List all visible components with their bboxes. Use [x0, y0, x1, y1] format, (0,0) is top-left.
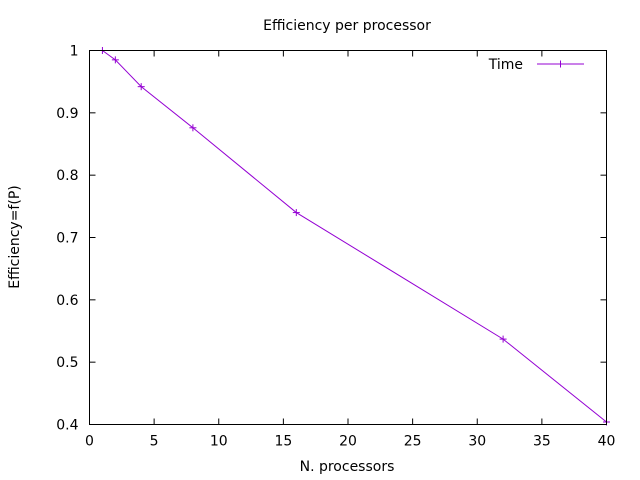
x-tick-label: 35 — [533, 434, 551, 450]
data-point-marker — [499, 335, 507, 343]
y-tick-label: 0.6 — [56, 293, 78, 309]
y-tick-label: 0.4 — [56, 418, 78, 434]
data-point-marker — [137, 83, 145, 91]
x-axis-title: N. processors — [300, 459, 395, 475]
x-tick-label: 0 — [85, 434, 94, 450]
legend: Time — [488, 57, 584, 73]
x-tick-label: 40 — [598, 434, 616, 450]
plot-area-border — [89, 50, 607, 425]
x-tick-label: 15 — [274, 434, 292, 450]
y-axis-title: Efficiency=f(P) — [7, 185, 23, 288]
y-tick-label: 0.9 — [56, 106, 78, 122]
data-point-marker — [292, 209, 300, 217]
y-tick-label: 0.5 — [56, 355, 78, 371]
x-tick-label: 10 — [210, 434, 228, 450]
y-tick-label: 0.8 — [56, 168, 78, 184]
legend-label: Time — [488, 57, 523, 73]
series-layer — [98, 47, 610, 426]
x-tick-label: 5 — [150, 434, 159, 450]
data-point-marker — [189, 124, 197, 132]
ticks-layer: 0 5 10 15 20 25 30 35 40 0.4 0.5 0.6 0.7 0.8 0.9 1 — [56, 44, 615, 450]
y-tick-label: 1 — [70, 44, 79, 60]
x-tick-label: 20 — [339, 434, 357, 450]
data-point-marker — [111, 56, 119, 64]
x-tick-label: 25 — [404, 434, 422, 450]
series-line-time — [102, 50, 607, 423]
chart-title: Efficiency per processor — [263, 18, 431, 34]
y-tick-label: 0.7 — [56, 231, 78, 247]
x-tick-label: 30 — [468, 434, 486, 450]
